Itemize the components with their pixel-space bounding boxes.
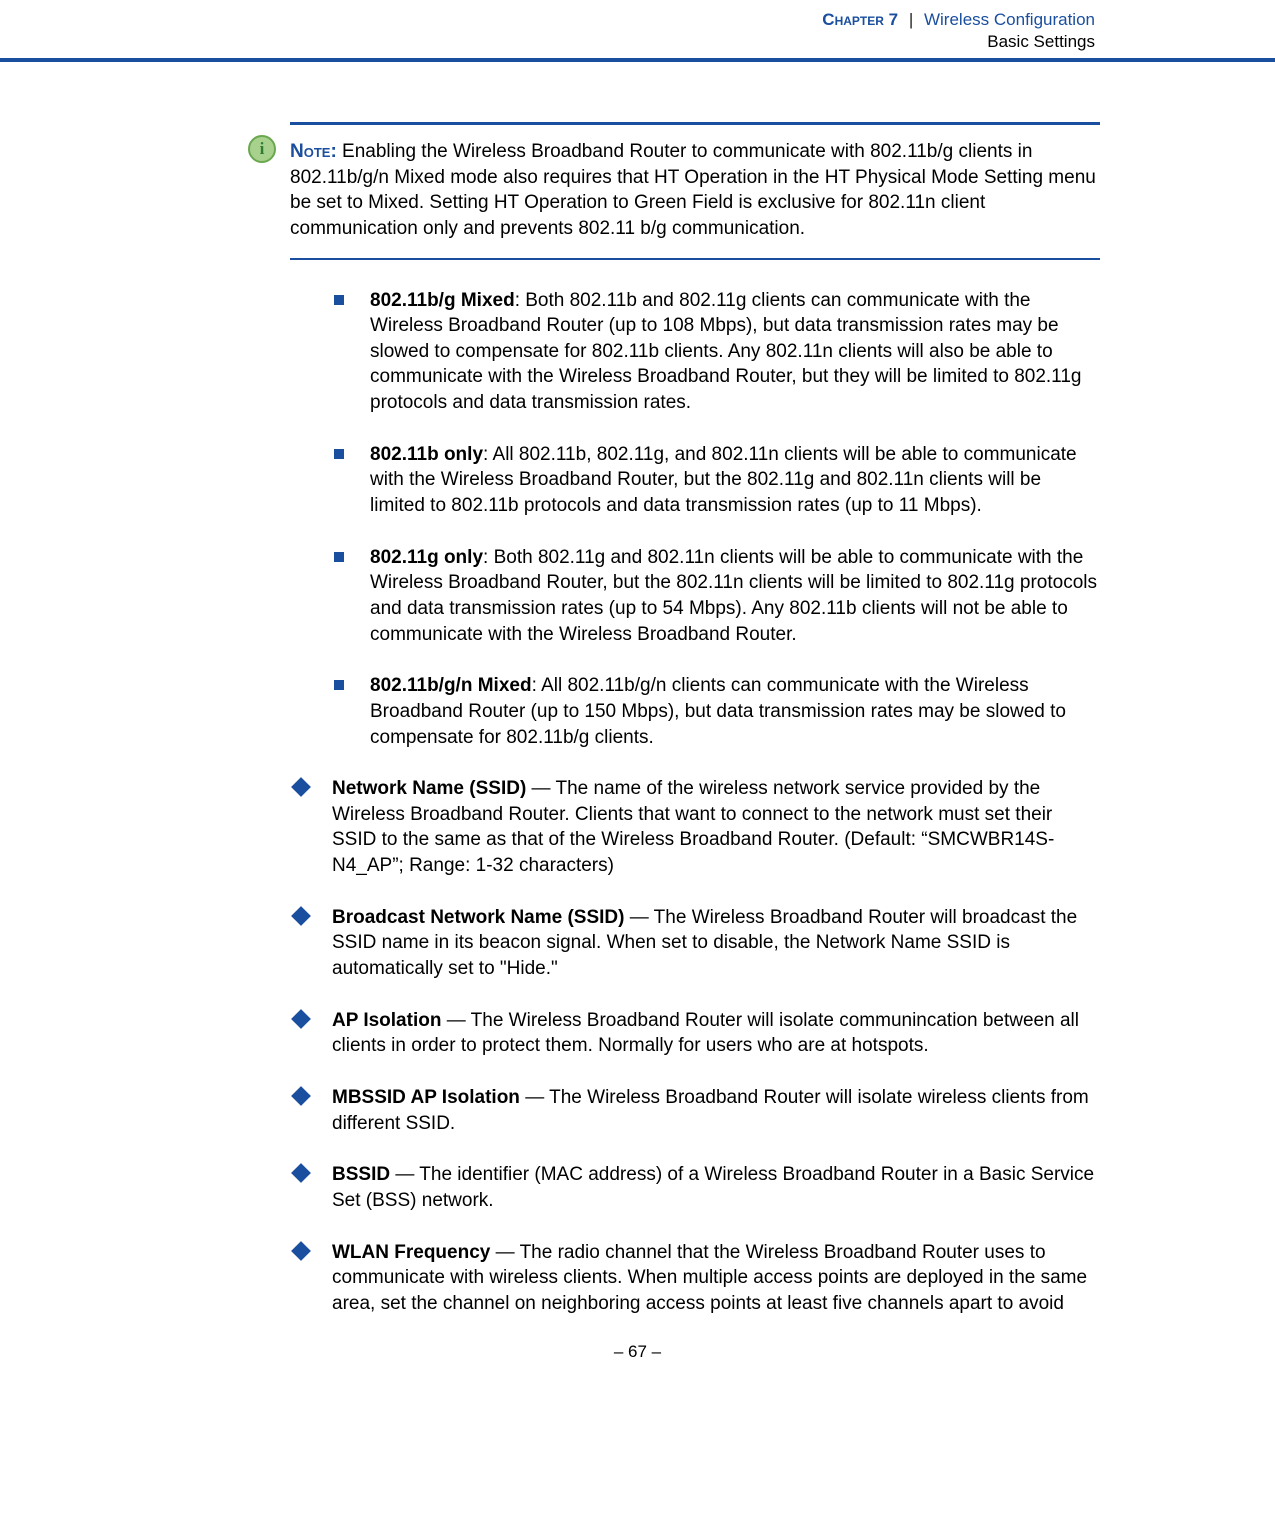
bullet-term: 802.11b/g/n Mixed — [370, 675, 532, 696]
bullet-term: Network Name (SSID) — [332, 778, 526, 799]
list-item: WLAN Frequency — The radio channel that … — [292, 1240, 1100, 1317]
bullet-desc: — The identifier (MAC address) of a Wire… — [332, 1164, 1094, 1211]
page-number: – 67 – — [614, 1342, 661, 1361]
bullet-term: AP Isolation — [332, 1010, 441, 1031]
page-footer: – 67 – — [0, 1342, 1275, 1382]
header-line-1: Chapter 7 | Wireless Configuration — [0, 10, 1095, 30]
note-label: Note: — [290, 141, 337, 162]
page-content: i Note: Enabling the Wireless Broadband … — [290, 122, 1100, 1316]
list-item: BSSID — The identifier (MAC address) of … — [292, 1162, 1100, 1213]
sub-bullet-list: 802.11b/g Mixed: Both 802.11b and 802.11… — [334, 288, 1100, 751]
bullet-term: MBSSID AP Isolation — [332, 1087, 520, 1108]
bullet-term: 802.11g only — [370, 547, 483, 568]
header-subtitle: Basic Settings — [0, 32, 1095, 52]
bullet-term: Broadcast Network Name (SSID) — [332, 907, 624, 928]
square-bullet-icon — [334, 680, 344, 690]
list-item: 802.11b/g/n Mixed: All 802.11b/g/n clien… — [334, 673, 1100, 750]
list-item: 802.11g only: Both 802.11g and 802.11n c… — [334, 545, 1100, 648]
note-text: Note: Enabling the Wireless Broadband Ro… — [290, 139, 1100, 242]
header-title: Wireless Configuration — [924, 10, 1095, 29]
info-icon: i — [248, 135, 276, 163]
square-bullet-icon — [334, 449, 344, 459]
main-bullet-list: Network Name (SSID) — The name of the wi… — [292, 776, 1100, 1316]
diamond-bullet-icon — [291, 906, 311, 926]
diamond-bullet-icon — [291, 1241, 311, 1261]
note-block: i Note: Enabling the Wireless Broadband … — [290, 122, 1100, 260]
chapter-label: Chapter 7 — [822, 10, 898, 29]
diamond-bullet-icon — [291, 1163, 311, 1183]
bullet-desc: — The Wireless Broadband Router will iso… — [332, 1010, 1079, 1057]
list-item: AP Isolation — The Wireless Broadband Ro… — [292, 1008, 1100, 1059]
diamond-bullet-icon — [291, 1009, 311, 1029]
bullet-term: BSSID — [332, 1164, 390, 1185]
bullet-term: 802.11b only — [370, 444, 483, 465]
bullet-term: WLAN Frequency — [332, 1242, 490, 1263]
list-item: Broadcast Network Name (SSID) — The Wire… — [292, 905, 1100, 982]
list-item: 802.11b/g Mixed: Both 802.11b and 802.11… — [334, 288, 1100, 416]
diamond-bullet-icon — [291, 777, 311, 797]
diamond-bullet-icon — [291, 1086, 311, 1106]
header-separator: | — [909, 10, 913, 29]
square-bullet-icon — [334, 552, 344, 562]
list-item: Network Name (SSID) — The name of the wi… — [292, 776, 1100, 879]
list-item: 802.11b only: All 802.11b, 802.11g, and … — [334, 442, 1100, 519]
page-header: Chapter 7 | Wireless Configuration Basic… — [0, 0, 1275, 62]
square-bullet-icon — [334, 295, 344, 305]
bullet-term: 802.11b/g Mixed — [370, 290, 515, 311]
note-body: Enabling the Wireless Broadband Router t… — [290, 141, 1096, 239]
list-item: MBSSID AP Isolation — The Wireless Broad… — [292, 1085, 1100, 1136]
